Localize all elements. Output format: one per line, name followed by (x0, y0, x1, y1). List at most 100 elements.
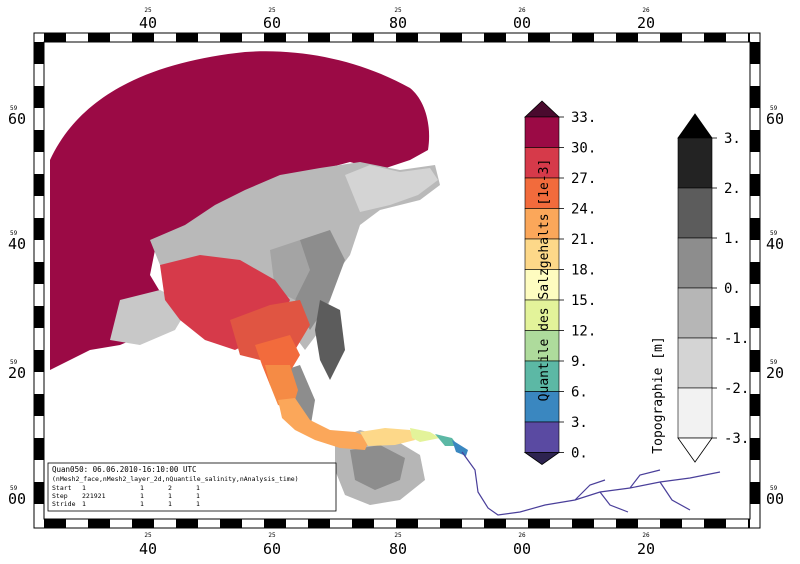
topography-bar-segment (677, 137, 713, 189)
salinity-tick-label: 30. (571, 141, 596, 157)
topography-bar-segment (677, 287, 713, 339)
grid-right-small-label: 59 (770, 230, 778, 237)
salinity-bar-segment (524, 147, 560, 179)
salinity-bar-segment (524, 421, 560, 453)
info-row-label: Step (52, 492, 68, 500)
grid-left-label: 20 (8, 364, 26, 382)
grid-left-small-label: 59 (10, 485, 18, 492)
grid-top-small-label: 25 (268, 7, 276, 14)
info-row-value: 2 (168, 484, 172, 492)
salinity-bar-segment (524, 299, 560, 331)
info-row-value: 1 (140, 484, 144, 492)
salinity-bar-segment (524, 391, 560, 423)
info-row-value: 1 (140, 492, 144, 500)
grid-left-small-label: 59 (10, 230, 18, 237)
grid-left-small-label: 59 (10, 105, 18, 112)
grid-bottom-small-label: 25 (268, 532, 276, 539)
grid-right-label: 40 (766, 235, 784, 253)
salinity-tick-label: 15. (571, 293, 596, 309)
grid-bottom-label: 80 (389, 540, 407, 558)
salinity-legend-title: Quantile des Salzgehalts [1e-3] (537, 159, 552, 402)
salinity-bar-segment (524, 269, 560, 301)
info-row-value: 1 (140, 500, 144, 508)
info-row-value: 1 (82, 484, 86, 492)
grid-bottom-label: 40 (139, 540, 157, 558)
salinity-tick-label: 24. (571, 202, 596, 218)
info-row-value: 1 (196, 500, 200, 508)
grid-top-label: 00 (513, 14, 531, 32)
river-channels (461, 451, 721, 516)
grid-left-label: 00 (8, 490, 26, 508)
info-row-label: Stride (52, 500, 76, 508)
salinity-bar-segment (524, 208, 560, 240)
topography-colorbar: 3. 2. 1. 0. -1. -2. -3. (677, 113, 749, 463)
salinity-bar-bottom-arrow (523, 452, 561, 465)
grid-left-label: 60 (8, 110, 26, 128)
topography-tick-label: 2. (724, 181, 741, 197)
salinity-tick-label: 21. (571, 232, 596, 248)
grid-right-label: 20 (766, 364, 784, 382)
salinity-bar-segment (524, 116, 560, 148)
topography-tick-label: -1. (724, 331, 749, 347)
grid-top-label: 40 (139, 14, 157, 32)
grid-right-label: 00 (766, 490, 784, 508)
grid-left-small-label: 59 (10, 359, 18, 366)
salinity-tick-label: 6. (571, 385, 588, 401)
grid-top-small-label: 26 (518, 7, 526, 14)
grid-bottom-small-label: 26 (518, 532, 526, 539)
grid-top-label: 80 (389, 14, 407, 32)
grid-left-label: 40 (8, 235, 26, 253)
salinity-tick-label: 33. (571, 110, 596, 126)
salinity-plume (160, 255, 468, 456)
north-sea-region (50, 51, 430, 370)
topography-tick-label: 3. (724, 131, 741, 147)
info-row-value: 1 (82, 500, 86, 508)
topography-bar-bottom-arrow (677, 437, 713, 463)
grid-bottom-label: 60 (263, 540, 281, 558)
grid-bottom-small-label: 25 (394, 532, 402, 539)
grid-right-small-label: 59 (770, 105, 778, 112)
grid-top-label: 60 (263, 14, 281, 32)
grid-top-small-label: 25 (144, 7, 152, 14)
grid-top-label: 20 (637, 14, 655, 32)
grid-labels: 2540256025802600262025402560258026002620… (8, 7, 784, 558)
salinity-tick-label: 27. (571, 171, 596, 187)
info-box-dims: (nMesh2_face,nMesh2_layer_2d,nQuantile_s… (52, 475, 299, 483)
topography-tick-label: 0. (724, 281, 741, 297)
grid-bottom-small-label: 25 (144, 532, 152, 539)
salinity-colorbar: 33. 30. 27. 24. 21. 18. 15. 12. 9. 6. 3. 0. (523, 100, 596, 465)
grid-bottom-small-label: 26 (642, 532, 650, 539)
topography-bar-segment (677, 187, 713, 239)
info-row-label: Start (52, 484, 72, 492)
grid-right-label: 60 (766, 110, 784, 128)
info-row-value: 1 (168, 500, 172, 508)
salinity-tick-label: 0. (571, 446, 588, 462)
grid-right-small-label: 59 (770, 485, 778, 492)
topography-bar-segment (677, 387, 713, 439)
frame-checkers (34, 33, 760, 528)
info-row-value: 1 (196, 492, 200, 500)
grid-bottom-label: 00 (513, 540, 531, 558)
salinity-tick-label: 12. (571, 324, 596, 340)
topography-bar-segment (677, 237, 713, 289)
grid-top-small-label: 26 (642, 7, 650, 14)
info-box-title: Quan050: 06.06.2010-16:10:00 UTC (52, 465, 197, 474)
info-row-value: 221921 (82, 492, 106, 500)
info-box: Quan050: 06.06.2010-16:10:00 UTC (nMesh2… (47, 462, 337, 512)
grid-right-small-label: 59 (770, 359, 778, 366)
salinity-tick-label: 18. (571, 263, 596, 279)
salinity-bar-segment (524, 360, 560, 392)
salinity-tick-label: 3. (571, 415, 588, 431)
topography-tick-label: -2. (724, 381, 749, 397)
topography-tick-label: -3. (724, 431, 749, 447)
grid-top-small-label: 25 (394, 7, 402, 14)
topography-tick-label: 1. (724, 231, 741, 247)
salinity-bar-segment (524, 177, 560, 209)
info-row-value: 1 (196, 484, 200, 492)
salinity-bar-segment (524, 238, 560, 270)
salinity-tick-label: 9. (571, 354, 588, 370)
topography-legend-title: Topographie [m] (651, 336, 666, 453)
